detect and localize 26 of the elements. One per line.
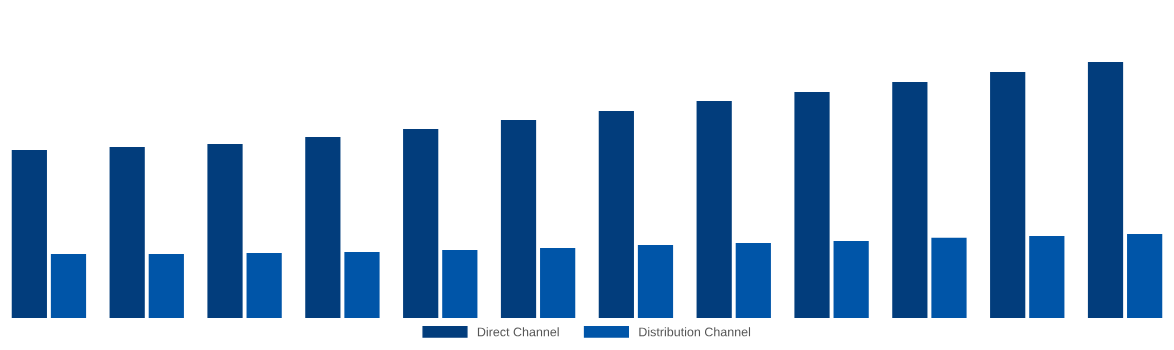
bar [1127, 234, 1163, 318]
bar [403, 129, 439, 318]
bar [892, 81, 928, 318]
bar [598, 110, 634, 318]
bar [50, 254, 87, 318]
bar [696, 100, 732, 318]
bar [990, 71, 1026, 318]
bar [305, 137, 341, 318]
bar [109, 146, 145, 318]
bar [833, 240, 869, 318]
legend-label: Direct Channel [477, 327, 559, 337]
bar [794, 91, 830, 318]
bar [931, 237, 967, 318]
bar [344, 251, 380, 318]
bar [1029, 236, 1065, 318]
bar [148, 254, 184, 318]
bar [735, 242, 771, 318]
bar [500, 120, 537, 318]
bar [11, 150, 47, 318]
legend-label: Distribution Channel [639, 327, 751, 337]
bar [540, 248, 576, 318]
bar [207, 143, 243, 318]
bar [637, 245, 674, 318]
bar [442, 249, 478, 318]
bar [246, 252, 282, 318]
bar [1087, 62, 1124, 318]
